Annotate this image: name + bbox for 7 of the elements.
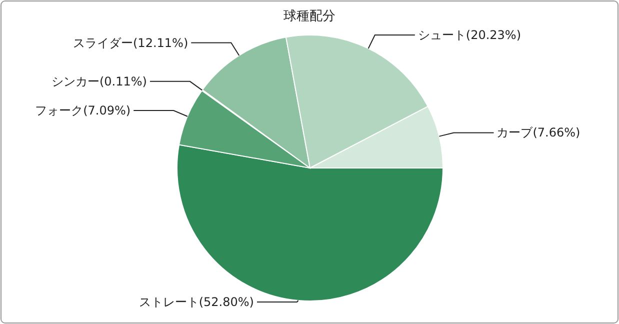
slice-label: フォーク(7.09%) <box>35 104 131 118</box>
slice-label: シンカー(0.11%) <box>51 74 147 88</box>
chart-title: 球種配分 <box>284 9 336 24</box>
slice-label: ストレート(52.80%) <box>138 295 254 309</box>
slice-label: スライダー(12.11%) <box>73 36 188 50</box>
slice-label: シュート(20.23%) <box>418 28 522 42</box>
slice-label: カーブ(7.66%) <box>496 126 580 140</box>
